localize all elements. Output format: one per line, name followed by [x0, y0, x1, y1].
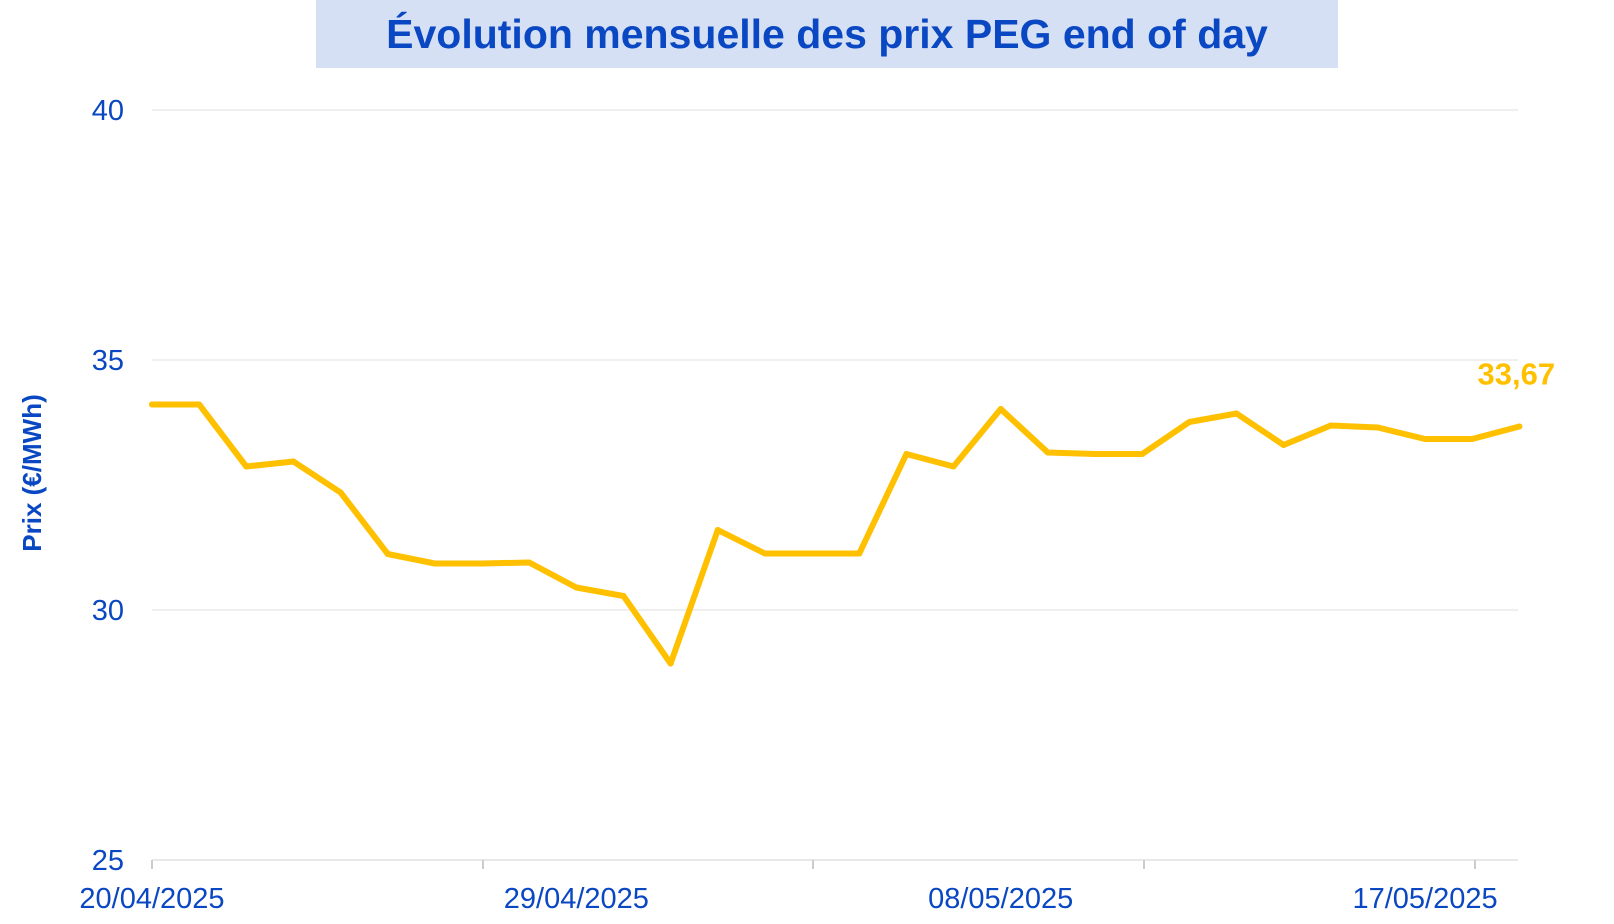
data-point [1139, 451, 1146, 457]
data-point [667, 660, 674, 667]
data-point [196, 401, 203, 408]
last-value-label: 33,67 [1478, 357, 1556, 392]
x-tick-labels: 20/04/2025 29/04/2025 08/05/2025 17/05/2025 [79, 883, 1497, 915]
data-point [856, 550, 863, 557]
data-point [573, 584, 580, 591]
data-point [903, 451, 910, 457]
x-axis [151, 859, 1518, 869]
y-tick-label: 35 [92, 345, 124, 377]
data-point [761, 550, 768, 557]
data-point [950, 463, 957, 470]
data-point [526, 559, 533, 566]
y-tick-label: 30 [92, 595, 124, 627]
chart-title-box: Évolution mensuelle des prix PEG end of … [316, 0, 1338, 68]
data-point [997, 406, 1004, 412]
data-point [1186, 419, 1193, 425]
x-tick-label: 20/04/2025 [79, 883, 224, 915]
data-point [714, 527, 721, 533]
data-point [149, 401, 155, 408]
data-point [290, 458, 297, 465]
y-axis-label: Prix (€/MWh) [17, 394, 47, 551]
data-point [1092, 451, 1098, 457]
data-point [479, 560, 486, 567]
data-points [149, 401, 1523, 667]
data-point [431, 560, 438, 567]
grid [152, 109, 1518, 861]
chart-title: Évolution mensuelle des prix PEG end of … [386, 10, 1268, 57]
data-point [1516, 423, 1523, 430]
x-tick-label: 17/05/2025 [1352, 883, 1497, 915]
data-point [1327, 422, 1334, 429]
data-point [243, 463, 250, 470]
data-point [1280, 442, 1287, 448]
data-point [384, 551, 391, 557]
data-point [1422, 436, 1429, 442]
y-tick-label: 25 [92, 845, 124, 877]
series-line [149, 401, 1523, 667]
data-point [1374, 424, 1381, 431]
data-point [337, 489, 344, 496]
data-point [1469, 436, 1476, 442]
y-axis: 25 30 35 40 [92, 95, 124, 877]
data-point [620, 593, 627, 599]
data-point [1233, 410, 1240, 417]
y-tick-label: 40 [92, 95, 124, 127]
x-tick-label: 08/05/2025 [928, 883, 1073, 915]
data-point [809, 550, 816, 557]
x-tick-label: 29/04/2025 [504, 883, 649, 915]
data-point [1044, 449, 1051, 456]
